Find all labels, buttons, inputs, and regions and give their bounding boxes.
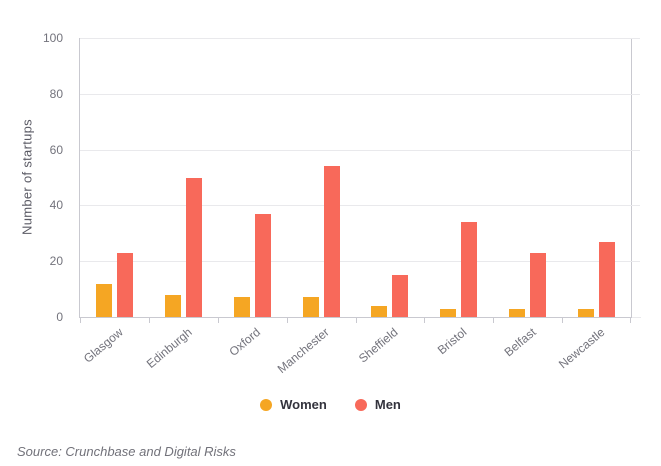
- x-axis-tick: [493, 317, 495, 323]
- legend: Women Men: [0, 397, 661, 412]
- gridline-80: [80, 93, 640, 95]
- y-tick-label-60: 60: [49, 142, 63, 157]
- legend-item-women[interactable]: Women: [260, 397, 327, 412]
- x-axis-tick: [424, 317, 426, 323]
- y-tick-label-0: 0: [56, 310, 63, 324]
- y-tick-label-100: 100: [42, 31, 63, 45]
- x-axis-tick: [630, 317, 631, 323]
- x-axis-tick: [80, 317, 81, 323]
- bar-men-bristol[interactable]: [461, 222, 478, 317]
- x-label-oxford: Oxford: [226, 325, 264, 359]
- bar-women-glasgow[interactable]: [95, 283, 112, 317]
- y-tick-label-20: 20: [49, 254, 63, 269]
- y-tick-label-80: 80: [49, 86, 63, 101]
- bar-women-newcastle[interactable]: [578, 308, 595, 317]
- gridline-40: [80, 205, 640, 207]
- source-caption: Source: Crunchbase and Digital Risks: [17, 444, 236, 459]
- legend-dot-women: [260, 398, 273, 411]
- legend-label-men: Men: [374, 397, 401, 412]
- plot-area: [79, 38, 641, 323]
- x-label-sheffield: Sheffield: [356, 325, 401, 366]
- bar-men-sheffield[interactable]: [392, 275, 409, 317]
- legend-label-women: Women: [280, 397, 327, 412]
- bar-men-manchester[interactable]: [323, 166, 340, 317]
- gridline-60: [80, 149, 640, 151]
- bar-men-belfast[interactable]: [530, 252, 547, 317]
- bar-men-glasgow[interactable]: [116, 252, 133, 317]
- x-label-manchester: Manchester: [275, 325, 333, 377]
- x-label-edinburgh: Edinburgh: [143, 325, 195, 371]
- x-axis-tick: [355, 317, 357, 323]
- axis-right-tick: [632, 317, 641, 318]
- bar-men-oxford[interactable]: [254, 213, 271, 317]
- x-axis-tick: [217, 317, 219, 323]
- y-tick-label-40: 40: [49, 198, 63, 213]
- gridline-20: [80, 261, 640, 263]
- bar-women-edinburgh[interactable]: [164, 294, 181, 317]
- y-axis-title: Number of startups: [19, 119, 35, 235]
- x-label-belfast: Belfast: [501, 325, 539, 360]
- x-axis-tick: [286, 317, 288, 323]
- legend-item-men[interactable]: Men: [354, 397, 401, 412]
- legend-dot-men: [354, 398, 367, 411]
- bar-men-newcastle[interactable]: [599, 241, 616, 317]
- bar-women-belfast[interactable]: [509, 308, 526, 317]
- bar-women-manchester[interactable]: [302, 297, 319, 317]
- bar-men-edinburgh[interactable]: [185, 177, 202, 317]
- x-axis-labels: Glasgow Edinburgh Oxford Manchester Sheffiel…: [79, 325, 630, 380]
- bar-women-bristol[interactable]: [440, 308, 457, 317]
- bar-women-sheffield[interactable]: [371, 305, 388, 317]
- bar-women-oxford[interactable]: [233, 297, 250, 317]
- x-axis-tick: [148, 317, 150, 323]
- x-label-bristol: Bristol: [435, 325, 470, 358]
- x-label-newcastle: Newcastle: [556, 325, 608, 372]
- x-axis-tick: [562, 317, 564, 323]
- x-label-glasgow: Glasgow: [80, 325, 126, 366]
- gridline-100: [80, 38, 640, 39]
